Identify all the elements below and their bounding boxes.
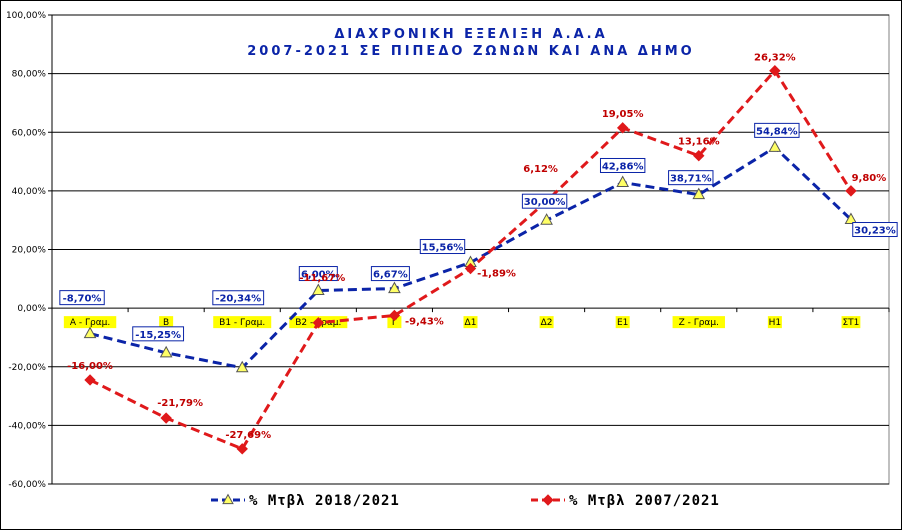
legend-marker — [542, 494, 554, 506]
data-point — [616, 122, 629, 134]
data-label-box — [132, 326, 185, 342]
chart-title-line: ΔΙΑΧΡΟΝΙΚΗ ΕΞΕΛΙΞΗ Α.Α.Α — [334, 27, 607, 42]
data-label-box — [754, 122, 800, 138]
data-label: -11,67% — [299, 273, 345, 284]
category-label: Β1 - Γραμ. — [219, 318, 265, 328]
data-label: 30,00% — [524, 197, 566, 208]
category-label-highlight — [63, 316, 117, 329]
data-label: 38,71% — [670, 174, 712, 185]
data-label: 15,56% — [422, 243, 464, 254]
category-label: Η1 — [769, 318, 782, 328]
category-label: Δ1 — [465, 318, 477, 328]
data-point — [693, 149, 705, 162]
category-label: ΣΤ1 — [842, 318, 859, 328]
ytick-label: 40,00% — [12, 187, 47, 197]
data-label-box — [59, 290, 105, 306]
category-label-highlight — [767, 316, 782, 329]
ytick-label: 20,00% — [12, 246, 47, 256]
data-label: 54,84% — [756, 126, 798, 137]
data-point — [83, 326, 97, 339]
ytick-label: 60,00% — [12, 128, 47, 138]
legend-marker — [222, 493, 234, 505]
category-label-highlight — [159, 316, 174, 329]
data-label: 26,32% — [754, 53, 796, 64]
chart-title-line: 2007-2021 ΣΕ ΠΙΠΕΔΟ ΖΩΝΩΝ ΚΑΙ ΑΝΑ ΔΗΜΟ — [247, 44, 694, 59]
data-label-box — [668, 170, 714, 186]
data-label-box — [852, 222, 898, 238]
category-label: Δ2 — [541, 318, 553, 328]
data-point — [159, 345, 173, 358]
data-point — [388, 281, 401, 294]
data-point — [312, 317, 325, 329]
category-label: Α - Γραμ. — [70, 318, 110, 328]
data-label: 6,12% — [523, 164, 558, 175]
data-point — [236, 443, 248, 455]
category-label: Γ — [392, 318, 397, 328]
data-label: 19,05% — [602, 109, 644, 120]
data-label-box — [521, 193, 568, 209]
data-point — [769, 64, 781, 77]
legend-entry: % Μτβλ 2007/2021 — [569, 493, 720, 509]
data-point — [311, 283, 325, 296]
data-point — [160, 412, 172, 424]
category-label-highlight — [672, 316, 725, 329]
data-label: 6,67% — [373, 270, 408, 281]
ytick-label: -20,00% — [8, 363, 46, 373]
category-label: Ε1 — [617, 318, 628, 328]
category-label-highlight — [841, 316, 861, 329]
data-label: -21,79% — [157, 398, 203, 409]
data-label: 42,86% — [602, 161, 644, 172]
data-point — [844, 212, 858, 225]
category-label-highlight — [213, 316, 272, 329]
data-label: -15,25% — [135, 330, 181, 341]
data-point — [845, 185, 857, 197]
data-point — [616, 175, 630, 187]
category-label: Ζ - Γραμ. — [679, 318, 719, 328]
data-label: -20,34% — [215, 294, 261, 305]
ytick-label: -40,00% — [8, 421, 46, 431]
category-label-highlight — [463, 316, 478, 329]
data-label: -9,43% — [405, 316, 444, 327]
data-label-box — [212, 290, 265, 306]
data-label-box — [370, 266, 410, 282]
data-point — [540, 213, 553, 225]
category-label-highlight — [387, 316, 402, 329]
data-label-box — [599, 157, 646, 173]
data-label-box — [419, 239, 466, 255]
data-point — [388, 309, 401, 322]
data-label: -1,89% — [477, 269, 516, 280]
data-label-box — [298, 266, 338, 282]
data-label: 9,80% — [852, 173, 887, 184]
data-point — [84, 374, 96, 386]
ytick-label: 0,00% — [17, 304, 46, 314]
category-label-highlight — [615, 316, 630, 329]
data-label: -27,69% — [225, 430, 271, 441]
category-label: Β — [163, 318, 169, 328]
data-point — [768, 140, 782, 152]
data-label: 13,16% — [678, 137, 720, 148]
legend-entry: % Μτβλ 2018/2021 — [249, 493, 400, 509]
data-label: -16,00% — [67, 361, 113, 372]
data-label: 30,23% — [854, 226, 896, 237]
ytick-label: 100,00% — [6, 11, 46, 21]
data-point — [692, 187, 706, 200]
data-point — [235, 360, 249, 373]
data-label: -8,70% — [63, 294, 102, 305]
data-point — [464, 262, 477, 275]
ytick-label: 80,00% — [12, 70, 47, 80]
data-label: 6,00% — [301, 270, 336, 281]
ytick-label: -60,00% — [8, 480, 46, 490]
category-label-highlight — [539, 316, 554, 329]
